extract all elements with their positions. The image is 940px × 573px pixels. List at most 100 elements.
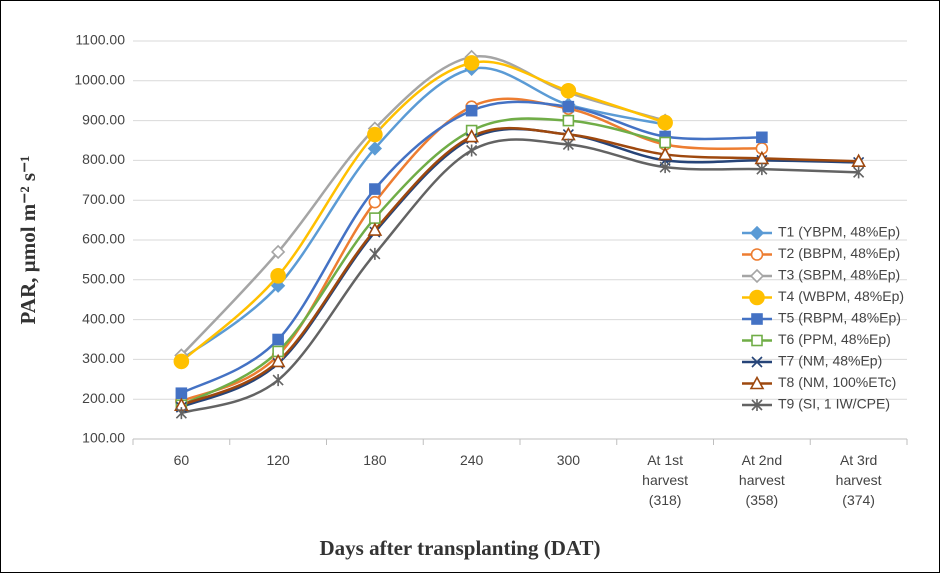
marker-shape xyxy=(367,222,383,236)
data-point xyxy=(272,374,284,387)
y-tick-label: 200.00 xyxy=(82,390,125,406)
marker-shape xyxy=(173,353,190,370)
x-tick-label: At 3rd harvest (374) xyxy=(835,452,882,508)
y-tick-label: 900.00 xyxy=(82,111,125,127)
y-tick-label: 1000.00 xyxy=(74,72,125,88)
marker-shape xyxy=(270,268,286,284)
marker-shape xyxy=(369,183,381,195)
series-line xyxy=(180,138,859,415)
legend-marker xyxy=(751,399,763,411)
y-tick-label: 500.00 xyxy=(82,271,125,287)
marker-shape xyxy=(749,225,765,241)
marker-shape xyxy=(562,138,574,151)
legend-label: T1 (YBPM, 48%Ep) xyxy=(778,224,900,240)
marker-shape xyxy=(272,333,284,346)
data-point xyxy=(465,104,478,117)
marker-shape xyxy=(659,161,671,174)
data-point xyxy=(367,222,383,236)
marker-shape xyxy=(175,407,187,420)
legend-marker xyxy=(750,248,764,261)
marker-shape xyxy=(369,247,381,260)
marker-shape xyxy=(751,399,763,411)
data-point xyxy=(466,144,478,157)
y-tick-label: 100.00 xyxy=(82,430,125,446)
data-point xyxy=(367,126,383,143)
y-axis-title: PAR, µmol m⁻² s⁻¹ xyxy=(16,156,40,325)
marker-shape xyxy=(751,356,763,368)
data-point xyxy=(464,128,479,143)
data-point xyxy=(562,114,575,127)
series-line xyxy=(180,126,859,407)
data-point xyxy=(657,146,673,161)
data-point xyxy=(270,353,286,368)
marker-shape xyxy=(659,136,671,149)
marker-shape xyxy=(270,353,286,368)
legend-label: T2 (BBPM, 48%Ep) xyxy=(778,245,900,261)
marker-shape xyxy=(756,131,768,144)
legend-marker xyxy=(751,313,763,325)
data-point xyxy=(368,195,382,209)
data-point xyxy=(756,131,768,144)
legend-marker xyxy=(749,289,765,306)
marker-shape xyxy=(751,313,763,325)
data-point xyxy=(175,387,188,400)
legend-marker xyxy=(749,375,765,390)
legend-label: T4 (WBPM, 48%Ep) xyxy=(778,288,904,304)
y-tick-label: 700.00 xyxy=(82,191,125,207)
data-point xyxy=(173,353,190,370)
legend-label: T9 (SI, 1 IW/CPE) xyxy=(778,396,890,412)
x-tick-label: 240 xyxy=(459,452,484,468)
marker-shape xyxy=(270,244,286,260)
x-tick-label: 300 xyxy=(556,452,581,468)
data-point xyxy=(463,55,480,71)
data-point xyxy=(270,268,286,284)
series-line xyxy=(180,127,859,409)
marker-shape xyxy=(853,166,865,179)
y-tick-label: 400.00 xyxy=(82,310,125,326)
x-tick-label: 120 xyxy=(266,452,290,468)
marker-shape xyxy=(749,268,765,284)
marker-shape xyxy=(562,114,575,127)
data-point xyxy=(657,114,673,131)
legend-marker xyxy=(749,268,765,284)
legend-label: T8 (NM, 100%ETc) xyxy=(778,374,896,390)
marker-shape xyxy=(368,195,382,209)
marker-shape xyxy=(657,146,673,161)
marker-shape xyxy=(272,374,284,387)
marker-shape xyxy=(750,248,764,261)
data-point xyxy=(175,407,187,420)
data-point xyxy=(369,247,381,260)
legend-marker xyxy=(751,334,763,347)
data-point xyxy=(851,153,866,167)
x-tick-label: At 2nd harvest (358) xyxy=(738,452,785,508)
marker-shape xyxy=(657,114,673,131)
marker-shape xyxy=(367,141,383,156)
marker-shape xyxy=(464,128,479,143)
marker-shape xyxy=(367,126,383,143)
y-tick-label: 1100.00 xyxy=(75,32,125,48)
data-point xyxy=(367,141,383,156)
marker-shape xyxy=(851,153,866,167)
x-tick-label: 60 xyxy=(173,452,190,468)
data-point xyxy=(560,82,577,99)
legend-label: T7 (NM, 48%Ep) xyxy=(778,353,882,369)
data-point xyxy=(756,163,768,176)
legend-marker xyxy=(751,356,763,368)
data-point xyxy=(562,100,575,113)
y-tick-label: 600.00 xyxy=(82,231,125,247)
marker-shape xyxy=(560,82,577,99)
marker-shape xyxy=(369,212,381,224)
marker-shape xyxy=(463,55,480,71)
data-point xyxy=(659,161,671,174)
data-point xyxy=(562,138,574,151)
data-point xyxy=(369,183,381,195)
marker-shape xyxy=(562,100,575,113)
marker-shape xyxy=(749,375,765,390)
x-tick-label: 180 xyxy=(363,452,387,468)
marker-shape xyxy=(465,104,478,117)
legend-label: T5 (RBPM, 48%Ep) xyxy=(778,310,901,326)
x-axis-title: Days after transplanting (DAT) xyxy=(320,536,601,560)
y-tick-label: 300.00 xyxy=(82,350,125,366)
legend-label: T3 (SBPM, 48%Ep) xyxy=(778,267,900,283)
